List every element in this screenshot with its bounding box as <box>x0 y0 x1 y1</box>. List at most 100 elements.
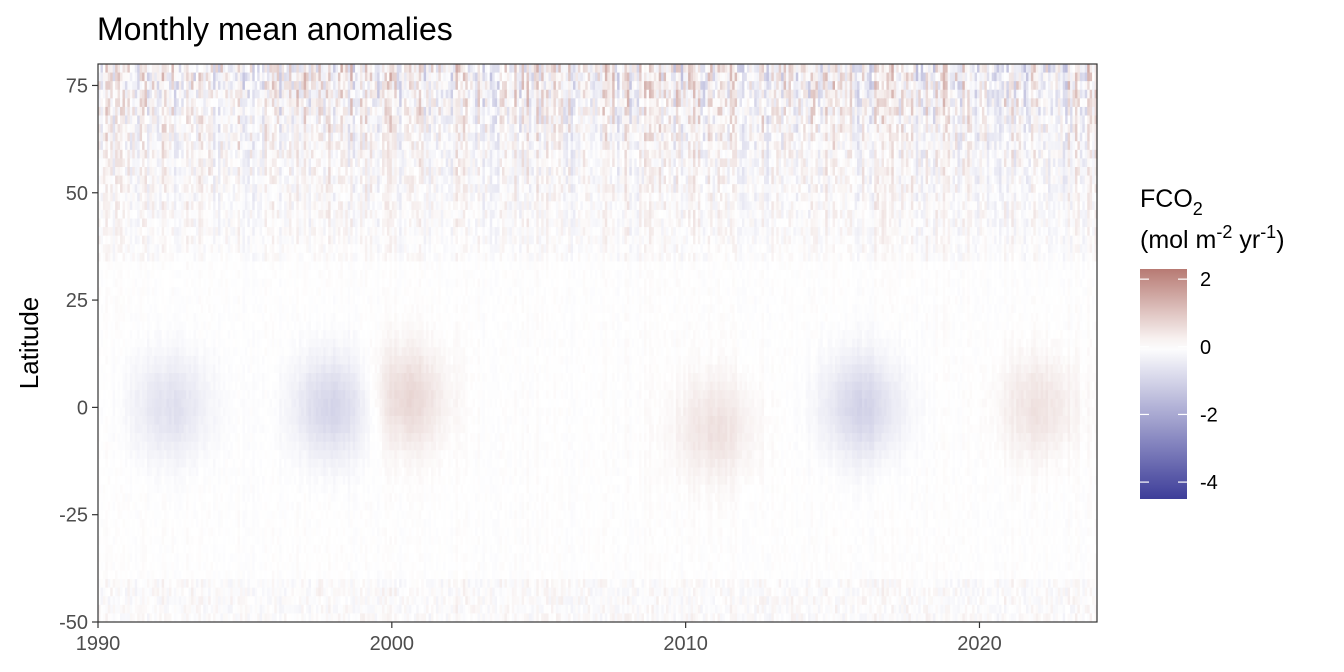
heatmap-cell <box>445 81 449 91</box>
heatmap-cell <box>624 98 628 108</box>
heatmap-cell <box>328 89 332 99</box>
heatmap-cell <box>937 72 941 82</box>
heatmap-cell <box>568 72 572 82</box>
heatmap-cell <box>399 81 403 91</box>
heatmap-cell <box>957 72 961 82</box>
heatmap-cell <box>715 106 719 117</box>
heatmap-cell <box>210 98 214 108</box>
heatmap-cell <box>771 81 775 91</box>
heatmap-cell <box>521 81 525 91</box>
heatmap-cell <box>262 98 266 108</box>
heatmap-cell <box>379 81 383 91</box>
heatmap-cell <box>467 106 471 117</box>
heatmap-cell <box>377 81 381 91</box>
heatmap-cell <box>1038 98 1042 108</box>
heatmap-cell <box>262 81 266 91</box>
heatmap-cell <box>475 72 479 82</box>
heatmap-cell <box>590 98 594 108</box>
heatmap-cell <box>1018 72 1022 82</box>
heatmap-cell <box>739 64 743 74</box>
heatmap-cell <box>249 72 253 82</box>
heatmap-cell <box>269 64 273 74</box>
heatmap-cell <box>129 81 133 91</box>
heatmap-cell <box>308 98 312 108</box>
heatmap-cell <box>999 72 1003 82</box>
heatmap-cell <box>937 89 941 99</box>
heatmap-cell <box>737 89 741 99</box>
heatmap-cell <box>457 98 461 108</box>
heatmap-cell <box>418 81 422 91</box>
heatmap-cell <box>729 89 733 99</box>
heatmap-cell <box>524 98 528 108</box>
heatmap-cell <box>585 64 589 74</box>
heatmap-cell <box>678 64 682 74</box>
heatmap-cell <box>404 89 408 99</box>
heatmap-cell <box>656 64 660 74</box>
heatmap-cell <box>648 106 652 117</box>
heatmap-cell <box>592 98 596 108</box>
heatmap-cell <box>692 64 697 74</box>
heatmap-cell <box>1079 98 1083 108</box>
heatmap-cell <box>1021 72 1025 82</box>
heatmap-cell <box>661 72 665 82</box>
heatmap-cell <box>595 81 599 91</box>
heatmap-cell <box>749 81 753 91</box>
heatmap-cell <box>820 98 824 108</box>
heatmap-cell <box>602 72 606 82</box>
heatmap-cell <box>492 89 496 99</box>
heatmap-cell <box>382 72 386 82</box>
heatmap-cell <box>861 106 865 117</box>
heatmap-cell <box>533 98 537 108</box>
heatmap-cell <box>166 98 170 108</box>
heatmap-cell <box>151 64 155 74</box>
heatmap-cell <box>453 72 457 82</box>
heatmap-cell <box>937 64 941 74</box>
heatmap-cell <box>247 72 251 82</box>
heatmap-cell <box>323 98 327 108</box>
heatmap-cell <box>548 106 552 117</box>
heatmap-cell <box>568 98 572 108</box>
heatmap-cell <box>198 106 202 117</box>
heatmap-cell <box>164 106 168 117</box>
heatmap-cell <box>759 89 763 99</box>
heatmap-cell <box>1043 64 1047 74</box>
heatmap-cell <box>374 98 378 108</box>
heatmap-cell <box>435 72 439 82</box>
heatmap-cell <box>670 81 675 91</box>
heatmap-cell <box>426 98 430 108</box>
heatmap-cell <box>886 72 890 82</box>
heatmap-cell <box>1077 106 1081 117</box>
heatmap-cell <box>930 64 934 74</box>
heatmap-cell <box>394 106 398 117</box>
heatmap-cell <box>683 106 687 117</box>
heatmap-cell <box>568 106 572 117</box>
heatmap-cell <box>1070 89 1074 99</box>
heatmap-cell <box>428 98 432 108</box>
heatmap-cell <box>421 72 425 82</box>
heatmap-cell <box>276 98 280 108</box>
heatmap-cell <box>986 72 990 82</box>
heatmap-cell <box>132 89 136 99</box>
heatmap-cell <box>254 106 258 117</box>
heatmap-cell <box>886 106 890 117</box>
heatmap-cell <box>1057 98 1061 108</box>
heatmap-cell <box>906 81 910 91</box>
heatmap-cell <box>710 89 714 99</box>
heatmap-cell <box>315 89 319 99</box>
heatmap-cell <box>764 106 768 117</box>
heatmap-cell <box>759 106 763 117</box>
heatmap-cell <box>991 72 995 82</box>
heatmap-cell <box>741 106 746 117</box>
heatmap-cell <box>244 89 248 99</box>
heatmap-cell <box>729 72 733 82</box>
heatmap-cell <box>1055 98 1059 108</box>
heatmap-cell <box>132 81 136 91</box>
heatmap-cell <box>311 89 315 99</box>
heatmap-cell <box>482 106 486 117</box>
heatmap-cell <box>318 98 322 108</box>
heatmap-cell <box>732 72 736 82</box>
heatmap-cell <box>668 98 672 108</box>
heatmap-cell <box>607 98 611 108</box>
heatmap-cell <box>124 64 128 74</box>
heatmap-cell <box>825 106 829 117</box>
